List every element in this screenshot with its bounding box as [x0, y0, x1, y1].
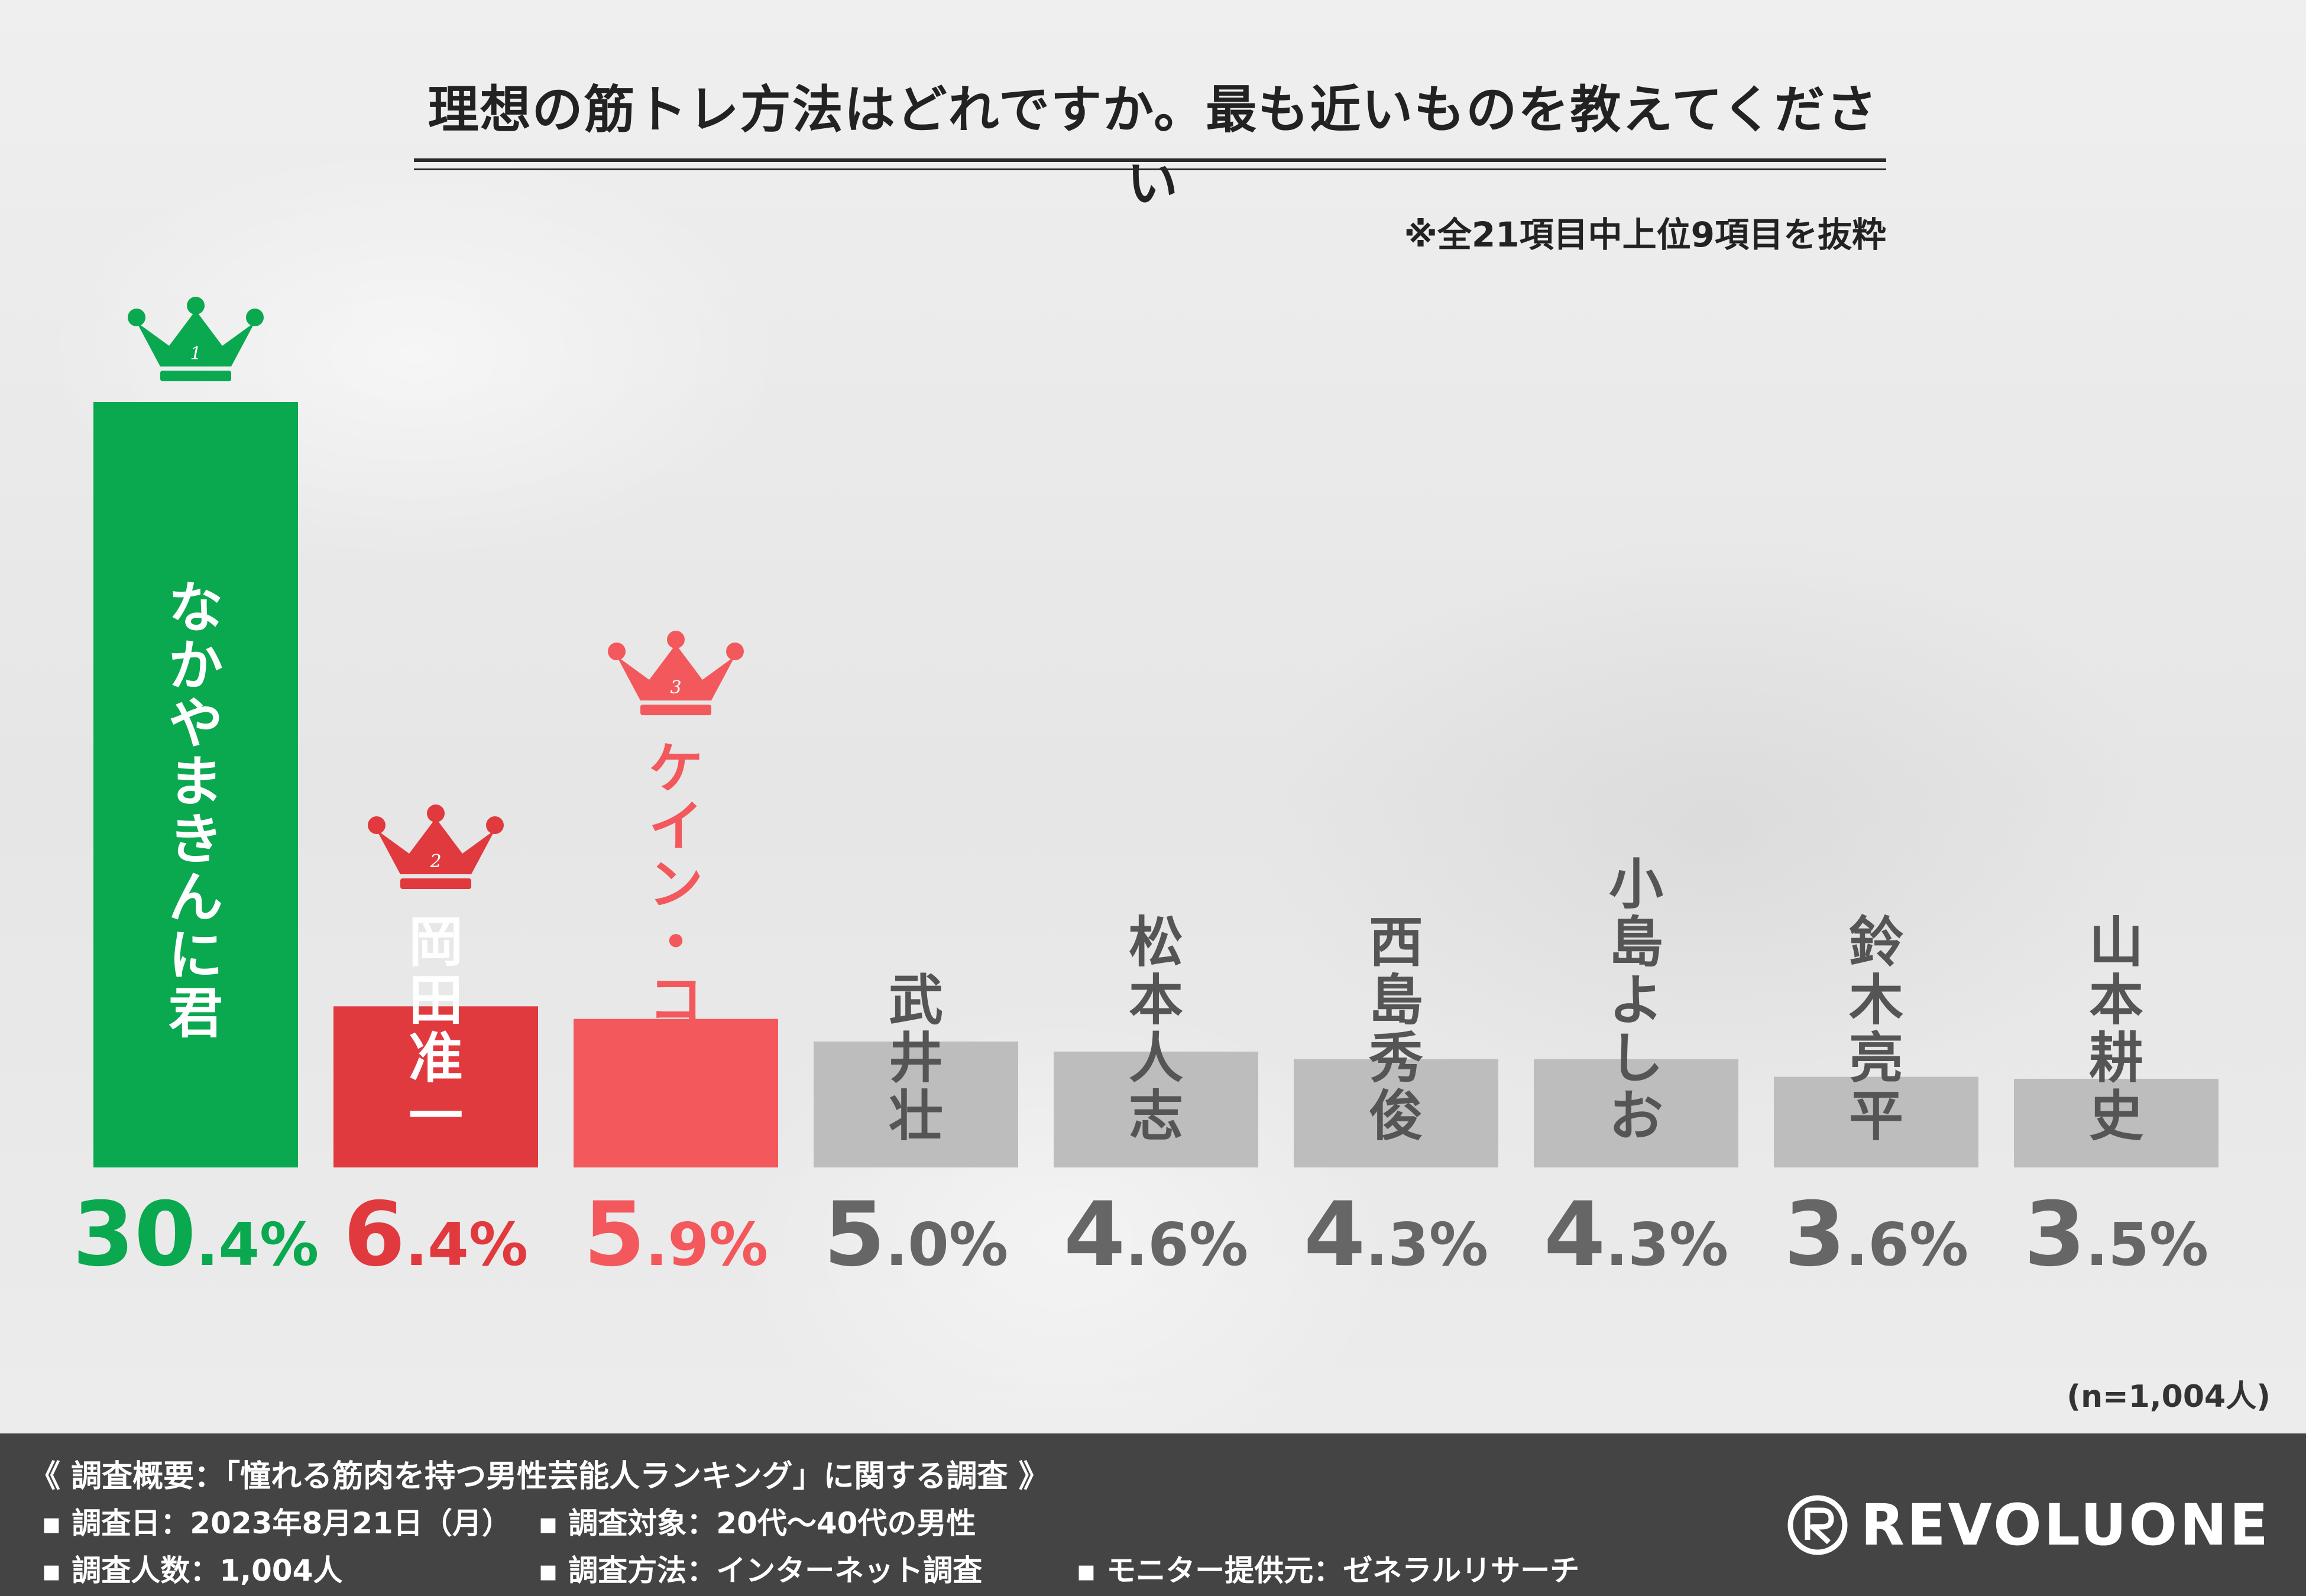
crown-jewel-1-2	[486, 816, 504, 834]
survey-date: ▪ 調査日：2023年8月21日（月）	[41, 1506, 511, 1540]
value-label-5: 4.3%	[1304, 1183, 1488, 1286]
bar-0	[93, 402, 298, 1167]
value-label-6: 4.3%	[1544, 1183, 1728, 1286]
bar-2	[574, 1018, 778, 1167]
survey-target: ▪ 調査対象：20代～40代の男性	[538, 1506, 976, 1540]
sample-size-note: (n=1,004人)	[2067, 1379, 2271, 1415]
crown-base-2	[640, 705, 711, 715]
bar-7	[1774, 1076, 1978, 1167]
crown-rank-2: 3	[670, 677, 681, 698]
crown-icon-1	[377, 818, 495, 874]
bar-label-8: 山本耕史	[2089, 911, 2143, 1148]
bar-label-3: 武井壮	[889, 969, 943, 1148]
value-label-7: 3.6%	[1784, 1183, 1968, 1286]
value-label-0: 30.4%	[73, 1183, 319, 1286]
bar-label-6: 小島よしお	[1609, 853, 1663, 1148]
survey-heading: 《 調査概要：「憧れる筋肉を持つ男性芸能人ランキング」に関する調査 》	[30, 1459, 1050, 1494]
bar-8	[2014, 1079, 2218, 1167]
crown-jewel-2-2	[726, 643, 744, 660]
crown-jewel-0-1	[187, 297, 205, 314]
value-label-8: 3.5%	[2024, 1183, 2208, 1286]
subset-note: ※全21項目中上位9項目を抜粋	[1404, 215, 1886, 255]
crown-jewel-0-2	[246, 309, 264, 326]
bar-1	[333, 1006, 538, 1167]
footer: 《 調査概要：「憧れる筋肉を持つ男性芸能人ランキング」に関する調査 》 ▪ 調査…	[0, 1433, 2306, 1596]
bar-label-7: 鈴木亮平	[1849, 911, 1903, 1148]
brand-mark-icon	[1787, 1495, 1848, 1555]
bar-3	[814, 1042, 1018, 1167]
survey-method: ▪ 調査方法：インターネット調査	[538, 1553, 983, 1588]
crown-jewel-2-0	[608, 643, 626, 660]
chart-title: 理想の筋トレ方法はどれですか。最も近いものを教えてください	[427, 80, 1879, 213]
bar-6	[1534, 1059, 1738, 1167]
bar-5	[1294, 1059, 1498, 1167]
value-label-1: 6.4%	[344, 1183, 528, 1286]
crown-icon-2	[617, 644, 735, 700]
bar-label-1: 岡田准一	[409, 911, 463, 1148]
value-label-4: 4.6%	[1064, 1183, 1248, 1286]
crown-jewel-1-0	[368, 816, 386, 834]
bar-label-0: なかやまきんに君	[169, 576, 223, 1045]
crown-icon-0	[137, 310, 255, 366]
bar-4	[1054, 1052, 1258, 1167]
crown-jewel-0-0	[128, 309, 145, 326]
brand-name: REVOLUONE	[1861, 1492, 2271, 1558]
brand-logo: REVOLUONE	[1785, 1492, 2271, 1558]
title-rule-thin	[414, 168, 1886, 170]
bar-label-4: 松本人志	[1129, 911, 1183, 1148]
survey-provider: ▪ モニター提供元：ゼネラルリサーチ	[1076, 1553, 1580, 1588]
bar-label-5: 西島秀俊	[1368, 911, 1423, 1148]
bar-label-2: ケイン・コスギ	[649, 737, 703, 1148]
bar-chart: なかやまきんに君 1 30.4% 岡田准一 2 6.4% ケイン・コスギ 3 5.9% 武井壮 5.…	[73, 297, 2218, 1286]
crown-base-0	[160, 371, 231, 381]
crown-base-1	[400, 878, 471, 889]
crown-jewel-2-1	[667, 631, 685, 648]
survey-count: ▪ 調査人数：1,004人	[41, 1553, 343, 1588]
crown-rank-1: 2	[429, 851, 441, 872]
value-label-2: 5.9%	[584, 1183, 768, 1286]
crown-jewel-1-1	[427, 805, 445, 822]
background	[0, 0, 2306, 1433]
value-label-3: 5.0%	[824, 1183, 1008, 1286]
title-rule	[414, 158, 1886, 162]
crown-rank-0: 1	[190, 343, 201, 364]
